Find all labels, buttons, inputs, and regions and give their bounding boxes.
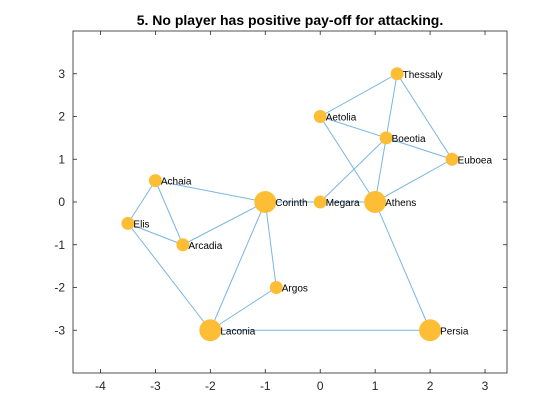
node-euboea: [445, 152, 459, 166]
edge-argos-laconia: [210, 287, 277, 331]
node-athens: [364, 191, 387, 213]
x-tick-label: -4: [95, 379, 106, 393]
x-tick-label: 0: [317, 379, 324, 393]
edge-thessaly-euboea: [396, 73, 453, 160]
edge-boeotia-megara: [319, 137, 387, 203]
node-laconia: [199, 319, 222, 342]
node-labels-layer: Thessaly Aetolia Boeotia Euboea Achaia Corint…: [133, 70, 492, 338]
node-thessaly: [390, 67, 404, 81]
axis-ticks: -4 -3 -2 -1 0 1 2 3 -3 -2 -1 0 1 2 3: [54, 31, 507, 393]
node-label-elis: Elis: [133, 219, 149, 230]
node-label-arcadia: Arcadia: [188, 241, 222, 252]
edge-aetolia-boeotia: [320, 116, 387, 139]
node-label-corinth: Corinth: [275, 198, 307, 209]
edge-athens-persia: [374, 201, 431, 331]
x-tick-label: -3: [150, 379, 161, 393]
y-tick-label: -2: [54, 281, 65, 295]
edge-corinth-laconia: [209, 201, 266, 331]
edge-thessaly-boeotia: [385, 73, 398, 138]
edge-achaia-elis: [127, 180, 156, 224]
x-tick-label: 3: [482, 379, 489, 393]
y-tick-label: 1: [58, 152, 65, 166]
edge-achaia-arcadia: [154, 180, 184, 245]
node-label-aetolia: Aetolia: [326, 113, 357, 124]
x-tick-label: -1: [260, 379, 271, 393]
y-tick-label: -3: [54, 323, 65, 337]
node-arcadia: [176, 238, 190, 252]
node-label-persia: Persia: [440, 326, 469, 337]
node-boeotia: [379, 131, 393, 145]
node-label-thessaly: Thessaly: [403, 70, 443, 81]
edge-aetolia-thessaly: [319, 73, 398, 117]
x-tick-label: 2: [427, 379, 434, 393]
node-achaia: [148, 174, 162, 188]
node-label-megara: Megara: [326, 198, 360, 209]
node-label-athens: Athens: [385, 198, 416, 209]
node-corinth: [254, 191, 277, 213]
node-label-achaia: Achaia: [161, 177, 192, 188]
node-label-argos: Argos: [282, 284, 308, 295]
edge-euboea-athens: [374, 158, 453, 203]
node-argos: [269, 281, 283, 294]
y-tick-label: -1: [54, 238, 65, 252]
edge-corinth-argos: [264, 201, 277, 288]
node-persia: [419, 319, 442, 342]
y-tick-label: 3: [58, 67, 65, 81]
node-elis: [121, 216, 135, 230]
x-tick-label: 1: [372, 379, 379, 393]
nodes-layer: [121, 67, 459, 342]
node-label-boeotia: Boeotia: [392, 134, 426, 145]
edge-arcadia-corinth: [182, 201, 266, 246]
edge-achaia-corinth: [155, 180, 266, 203]
node-megara: [313, 195, 327, 209]
node-label-laconia: Laconia: [220, 326, 255, 337]
edge-boeotia-euboea: [385, 137, 453, 160]
edge-elis-arcadia: [127, 222, 184, 246]
node-label-euboea: Euboea: [458, 155, 493, 166]
y-tick-label: 2: [58, 110, 65, 124]
edge-aetolia-athens: [319, 116, 376, 203]
y-tick-label: 0: [58, 195, 65, 209]
chart-title: 5. No player has positive pay-off for at…: [137, 12, 444, 28]
node-aetolia: [313, 110, 327, 123]
edge-elis-laconia: [127, 223, 211, 331]
x-tick-label: -2: [205, 379, 216, 393]
